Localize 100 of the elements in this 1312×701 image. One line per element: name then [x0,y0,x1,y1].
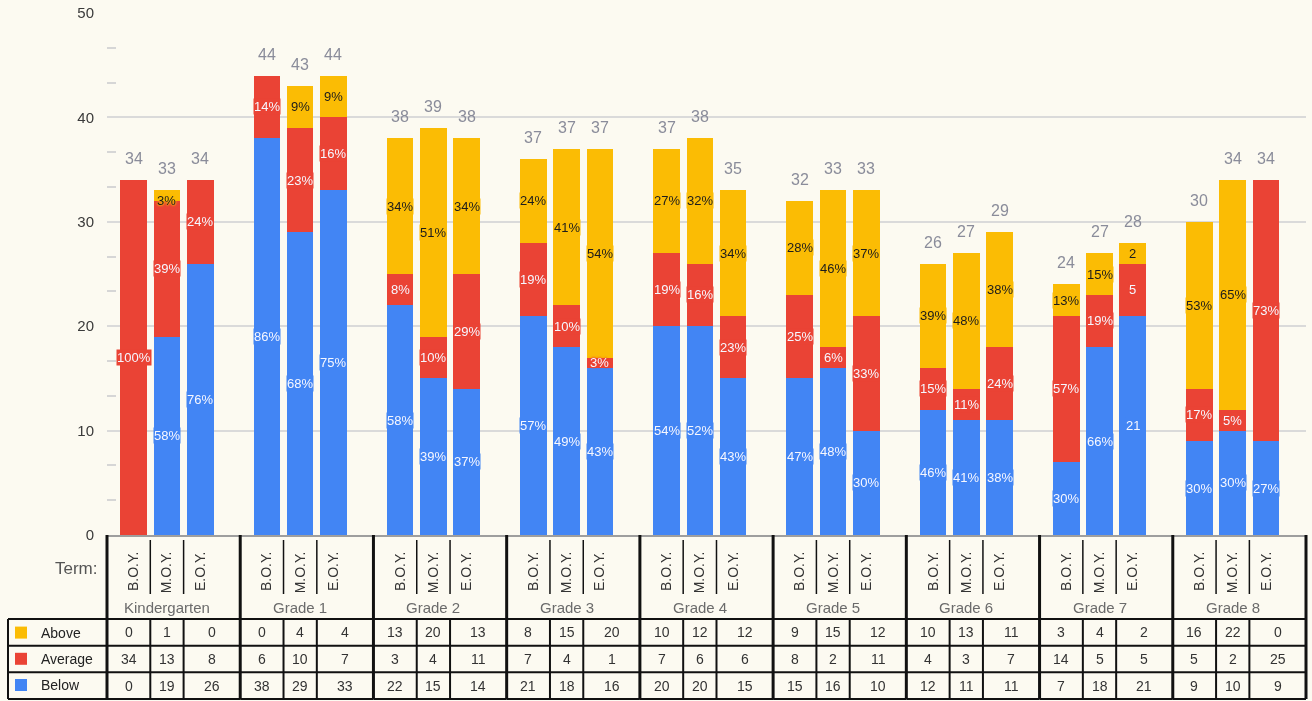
data-label: 5 [1096,651,1104,667]
x-tick-label: E.O.Y. [857,551,874,592]
x-tick-label: E.O.Y. [591,551,608,592]
data-label: 0 [258,624,266,640]
total-label: 30 [1190,192,1208,209]
x-tick-label: E.O.Y. [325,551,342,592]
x-axis-title: Grade 8 [1206,599,1261,616]
annotation: 66% [1087,434,1114,449]
x-axis-title: Grade 7 [1073,599,1128,616]
annotation: 32% [687,193,714,208]
bar [420,378,447,535]
bar [586,367,614,535]
total-label: 44 [258,46,276,63]
data-label: 15 [825,624,841,640]
x-tick-label: M.O.Y. [158,551,175,594]
annotation: 52% [687,423,714,438]
data-label: 8 [524,624,532,640]
annotation: 24% [187,214,214,229]
x-tick-label: M.O.Y. [424,551,441,594]
data-label: 6 [696,651,704,667]
annotation: 34% [720,246,747,261]
annotation: 38% [987,282,1014,297]
data-label: 6 [741,651,749,667]
total-label: 34 [1257,150,1275,167]
bar [1086,347,1113,535]
y-tick-label: 10 [77,421,94,439]
y-tick-label: 40 [77,108,94,126]
annotation: 37 [524,129,542,146]
annotation: 38% [987,470,1014,485]
data-label: 12 [920,678,936,694]
annotation: 37% [853,246,880,261]
annotation: 30% [1053,491,1080,506]
data-label: 18 [559,678,575,694]
total-label: 38 [391,108,409,125]
x-axis-title: Grade 5 [806,599,861,616]
annotation: 27% [1253,481,1280,496]
x-tick-label: B.O.Y. [524,551,541,592]
data-label: 13 [159,651,175,667]
data-label: 4 [1096,624,1104,640]
bar [719,190,747,316]
annotation: 19% [654,282,681,297]
x-tick-label: E.O.Y. [724,551,741,592]
data-label: 13 [470,624,486,640]
data-label: 21 [1136,678,1152,694]
annotation: 27% [654,193,681,208]
bar [586,148,614,358]
annotation: 24% [987,376,1014,391]
data-label: 8 [208,651,216,667]
annotation: 34% [387,199,414,214]
annotation: 5% [1223,413,1243,428]
x-tick-label: B.O.Y. [1057,551,1074,592]
x-axis-title: Grade 3 [540,599,595,616]
annotation: 39% [154,261,181,276]
data-label: 20 [604,624,620,640]
data-label: 20 [654,678,670,694]
data-label: 15 [737,678,753,694]
bar [1119,263,1147,316]
annotation: 41% [953,470,980,485]
data-label: 4 [429,651,437,667]
y-tick-label: 30 [77,213,94,231]
annotation: 3% [157,193,177,208]
annotation: 23% [720,340,747,355]
data-label: 9 [1274,678,1282,694]
data-label: 4 [563,651,571,667]
data-label: 0 [125,624,133,640]
total-label: 34 [191,150,209,167]
bar [453,138,481,274]
data-label: 14 [1053,651,1069,667]
total-label: 44 [324,46,342,63]
data-label: 16 [825,678,841,694]
y-tick-label: 0 [85,526,94,544]
legend-label: Below [41,677,81,694]
annotation: 73% [1253,303,1280,318]
annotation: 23% [287,173,314,188]
annotation: 10% [420,350,447,365]
data-label: 16 [1186,624,1202,640]
data-label: 9 [791,624,799,640]
x-tick-label: M.O.Y. [291,551,308,594]
data-label: 20 [692,678,708,694]
x-axis-title: Kindergarten [124,599,210,616]
annotation: 54% [654,423,681,438]
bar [253,138,281,535]
data-label: 7 [1057,678,1065,694]
bar [719,378,747,535]
bar [952,253,980,389]
x-tick-label: E.O.Y. [191,551,208,592]
data-label: 21 [520,678,536,694]
bar [819,190,847,348]
annotation: 48% [820,444,847,459]
annotation: 43% [720,449,747,464]
data-label: 8 [791,651,799,667]
data-label: 19 [159,678,175,694]
annotation: 16% [320,146,347,161]
data-label: 0 [125,678,133,694]
annotation: 15% [1087,267,1114,282]
data-label: 13 [387,624,403,640]
data-label: 11 [959,678,974,694]
bar [1119,315,1147,535]
annotation: 8% [391,282,411,297]
annotation: 13% [1053,293,1080,308]
